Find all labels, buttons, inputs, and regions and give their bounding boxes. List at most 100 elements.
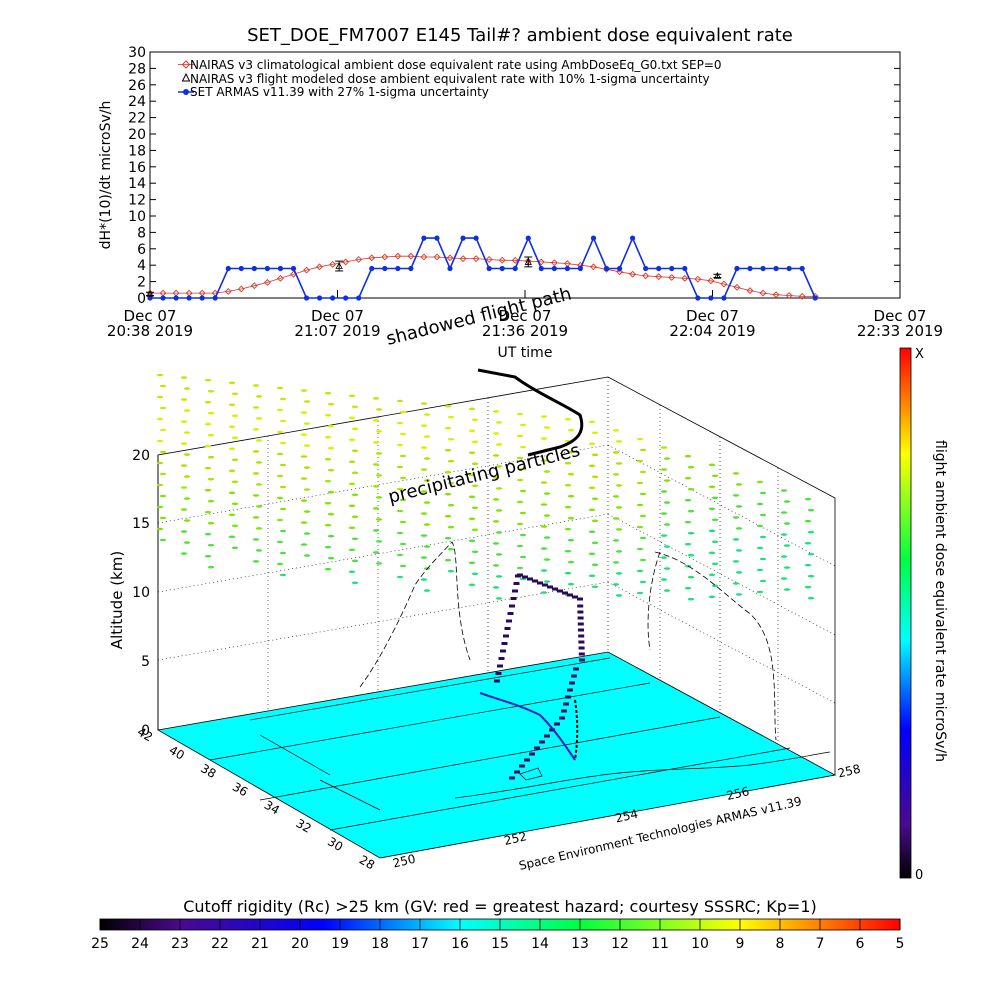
particle-marker (735, 527, 743, 530)
particle-marker (711, 518, 719, 522)
particle-marker (183, 497, 191, 500)
armas-point (551, 265, 557, 272)
chart-title: SET_DOE_FM7007 E145 Tail#? ambient dose … (247, 25, 793, 46)
particle-marker (279, 507, 287, 511)
particle-marker (324, 545, 332, 549)
particle-marker (636, 481, 644, 485)
particle-marker (591, 541, 599, 545)
particle-marker (663, 523, 671, 526)
particle-marker (588, 442, 596, 446)
particle-marker (372, 529, 380, 532)
particle-marker (684, 476, 692, 480)
particle-marker (519, 467, 527, 471)
particle-marker (564, 417, 572, 421)
particle-marker (303, 400, 311, 403)
particle-marker (708, 529, 716, 533)
nairas-climatological-point (798, 292, 806, 300)
particle-marker (687, 575, 695, 579)
flight-ground-track (479, 692, 576, 761)
particle-marker (327, 534, 335, 538)
particle-marker (204, 400, 212, 404)
flight-path-marker (503, 634, 509, 638)
flight-path-marker (500, 649, 506, 653)
particle-marker (372, 463, 380, 466)
nairas-climatological-point (707, 277, 715, 285)
particle-marker (711, 540, 719, 544)
longitude-tick-label: 256 (725, 784, 750, 803)
particle-marker (372, 397, 380, 400)
armas-point (277, 265, 284, 272)
particle-marker (420, 512, 428, 515)
armas-point (747, 265, 753, 272)
armas-point (603, 265, 610, 272)
altitude-tick: 20 (132, 448, 150, 464)
particle-marker (300, 389, 308, 392)
particle-marker (396, 443, 404, 447)
particle-marker (351, 427, 359, 431)
particle-marker (543, 492, 551, 495)
particle-marker (348, 548, 356, 552)
legend-label-armas: SET ARMAS v11.39 with 27% 1-sigma uncert… (190, 85, 489, 99)
particle-marker (279, 551, 287, 555)
armas-point (395, 265, 401, 272)
particle-marker (327, 490, 335, 494)
rigidity-tick-label: 22 (211, 936, 229, 952)
legend-item-nairas-flight: NAIRAS v3 flight modeled dose ambient eq… (181, 72, 710, 86)
particle-marker (540, 415, 548, 418)
particle-marker (279, 397, 287, 401)
particle-marker (324, 523, 332, 527)
y-tick-label: 14 (128, 176, 146, 192)
particle-marker (156, 373, 164, 377)
flight-path-marker (527, 577, 533, 581)
particle-marker (612, 429, 620, 432)
shadowed-flight-path-line (477, 368, 584, 457)
flight-path-marker (537, 581, 543, 585)
particle-marker (228, 447, 236, 451)
altitude-tick: 10 (132, 585, 150, 601)
particle-marker (495, 443, 503, 446)
particle-marker (372, 551, 380, 554)
particle-marker (348, 416, 356, 420)
particle-marker (711, 496, 719, 500)
particle-marker (351, 449, 359, 453)
particle-marker (471, 506, 479, 510)
flight-path-marker (573, 667, 579, 671)
rigidity-tick-label: 8 (776, 936, 785, 952)
particle-marker (303, 554, 311, 557)
rigidity-tick-label: 10 (691, 936, 709, 952)
latitude-tick-label: 42 (135, 725, 155, 745)
particle-marker (543, 514, 551, 517)
particle-marker (735, 571, 743, 574)
nairas-climatological-point (355, 256, 363, 263)
particle-marker (351, 581, 359, 585)
armas-point (356, 295, 362, 301)
nairas-climatological-point (733, 283, 741, 291)
flight-path-marker (519, 764, 525, 768)
particle-marker (444, 536, 452, 540)
flight-path-marker (567, 593, 573, 597)
particle-marker (615, 462, 623, 465)
rigidity-tick-label: 19 (331, 936, 349, 952)
flight-path-marker (578, 640, 585, 644)
particle-marker (612, 561, 620, 564)
armas-point (721, 295, 727, 301)
particle-marker (540, 569, 548, 572)
particle-marker (732, 560, 740, 563)
particle-marker (375, 496, 383, 499)
particle-marker (783, 588, 791, 591)
particle-marker (564, 549, 572, 553)
particle-marker (423, 545, 431, 548)
particle-marker (324, 479, 332, 483)
particle-marker (663, 501, 671, 504)
altitude-tick: 0 (141, 723, 150, 739)
particle-marker (684, 454, 692, 458)
particle-marker (516, 522, 524, 526)
particle-marker (207, 499, 215, 503)
flight-path-marker (498, 657, 505, 660)
particle-marker (519, 511, 527, 515)
particle-marker (543, 536, 551, 539)
particle-marker (564, 571, 572, 575)
particle-marker (471, 484, 479, 488)
particle-marker (255, 417, 263, 420)
flight-path-marker (561, 709, 567, 713)
